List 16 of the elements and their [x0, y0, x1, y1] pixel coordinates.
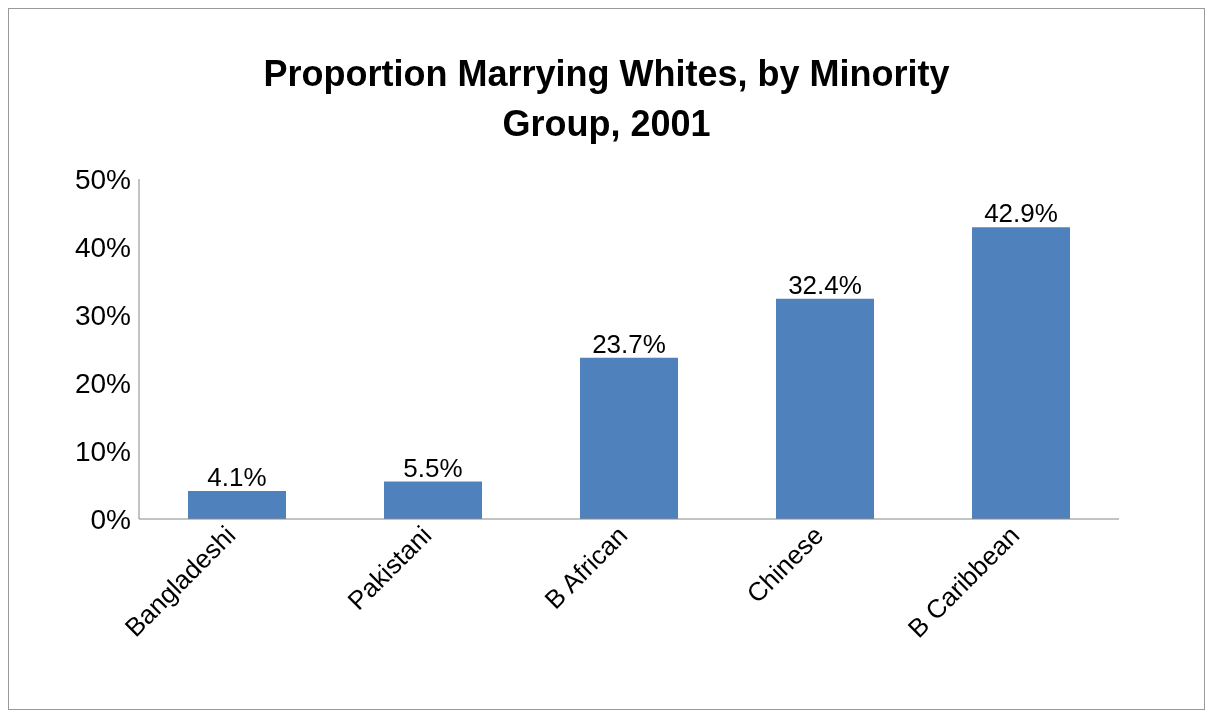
bar	[384, 481, 482, 519]
bar	[188, 491, 286, 519]
y-tick-label: 30%	[74, 299, 131, 331]
y-tick-label: 40%	[74, 231, 131, 263]
bar	[580, 357, 678, 519]
data-label: 5.5%	[403, 452, 463, 483]
y-tick-label: 50%	[74, 163, 131, 195]
data-label: 32.4%	[788, 269, 862, 300]
bar	[776, 298, 874, 519]
chart-title: Proportion Marrying Whites, by Minority Group, 2001	[262, 52, 951, 146]
bar	[972, 227, 1070, 519]
data-label: 4.1%	[207, 462, 267, 493]
data-label: 42.9%	[984, 198, 1058, 229]
y-tick-label: 10%	[74, 435, 131, 467]
data-label: 23.7%	[592, 328, 666, 359]
y-tick-label: 20%	[74, 367, 131, 399]
